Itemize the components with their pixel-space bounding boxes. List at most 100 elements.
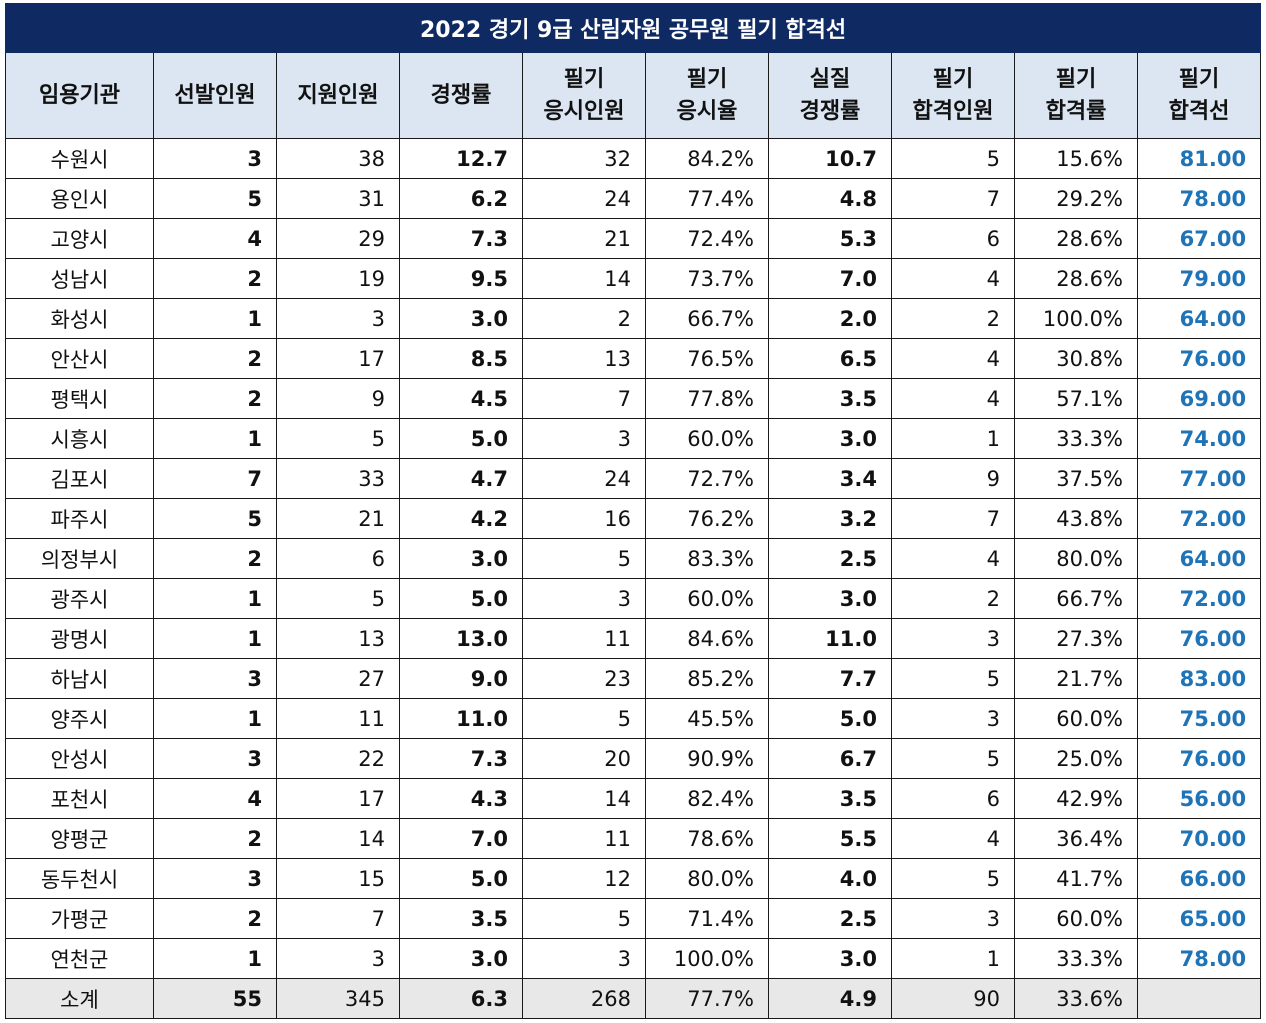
agency-cell: 양주시 <box>5 698 154 739</box>
agency-cell: 수원시 <box>5 138 154 179</box>
agency-cell: 안산시 <box>5 338 154 379</box>
table-title: 2022 경기 9급 산림자원 공무원 필기 합격선 <box>4 3 1262 53</box>
value-cell: 33 <box>276 458 400 499</box>
value-cell: 77.00 <box>1136 458 1262 499</box>
value-cell: 17 <box>276 338 400 379</box>
value-cell: 345 <box>276 978 400 1019</box>
value-cell: 3.0 <box>768 578 892 619</box>
value-cell: 76.00 <box>1136 738 1262 779</box>
value-cell: 83.00 <box>1136 658 1262 699</box>
value-cell: 11.0 <box>768 618 892 659</box>
column-header-line: 선발인원 <box>174 82 256 108</box>
value-cell: 3.5 <box>768 778 892 819</box>
value-cell: 28.6% <box>1014 218 1138 259</box>
agency-cell: 가평군 <box>5 898 154 939</box>
value-cell: 43.8% <box>1014 498 1138 539</box>
value-cell: 72.00 <box>1136 578 1262 619</box>
value-cell: 6.3 <box>399 978 523 1019</box>
value-cell: 60.0% <box>645 578 769 619</box>
agency-cell: 연천군 <box>5 938 154 979</box>
column-header-line: 합격인원 <box>912 98 994 124</box>
value-cell: 37.5% <box>1014 458 1138 499</box>
value-cell: 24 <box>522 458 646 499</box>
value-cell: 77.8% <box>645 378 769 419</box>
value-cell: 2.5 <box>768 898 892 939</box>
value-cell: 22 <box>276 738 400 779</box>
column-header-line: 실질 <box>809 66 851 92</box>
value-cell: 1 <box>153 618 277 659</box>
value-cell: 268 <box>522 978 646 1019</box>
value-cell: 3 <box>522 938 646 979</box>
value-cell: 5.5 <box>768 818 892 859</box>
agency-cell: 포천시 <box>5 778 154 819</box>
value-cell: 4.7 <box>399 458 523 499</box>
value-cell: 2 <box>891 578 1015 619</box>
value-cell: 5 <box>891 658 1015 699</box>
value-cell: 11 <box>276 698 400 739</box>
value-cell: 78.00 <box>1136 178 1262 219</box>
total-row: 소계 55 345 6.3 268 77.7% 4.9 90 33.6% <box>5 978 1262 1019</box>
agency-cell: 소계 <box>5 978 154 1019</box>
value-cell: 3 <box>153 138 277 179</box>
value-cell: 5.0 <box>399 858 523 899</box>
value-cell: 9.5 <box>399 258 523 299</box>
value-cell: 41.7% <box>1014 858 1138 899</box>
value-cell: 69.00 <box>1136 378 1262 419</box>
value-cell: 3.0 <box>399 938 523 979</box>
table-row: 성남시 2 19 9.5 14 73.7% 7.0 4 28.6% 79.00 <box>5 258 1262 299</box>
value-cell: 2 <box>153 538 277 579</box>
value-cell: 65.00 <box>1136 898 1262 939</box>
table-row: 김포시 7 33 4.7 24 72.7% 3.4 9 37.5% 77.00 <box>5 458 1262 499</box>
value-cell: 5.0 <box>399 418 523 459</box>
table-row: 평택시 2 9 4.5 7 77.8% 3.5 4 57.1% 69.00 <box>5 378 1262 419</box>
value-cell: 64.00 <box>1136 298 1262 339</box>
column-header: 지원인원 <box>276 52 400 139</box>
agency-cell: 안성시 <box>5 738 154 779</box>
table-row: 광명시 1 13 13.0 11 84.6% 11.0 3 27.3% 76.00 <box>5 618 1262 659</box>
column-header-line: 경쟁률 <box>430 82 492 108</box>
value-cell: 6 <box>891 218 1015 259</box>
column-header: 필기 응시인원 <box>522 52 646 139</box>
column-header-line: 필기 <box>686 66 728 92</box>
value-cell: 5 <box>522 538 646 579</box>
value-cell: 3.2 <box>768 498 892 539</box>
value-cell: 76.2% <box>645 498 769 539</box>
table-row: 수원시 3 38 12.7 32 84.2% 10.7 5 15.6% 81.00 <box>5 138 1262 179</box>
table-row: 하남시 3 27 9.0 23 85.2% 7.7 5 21.7% 83.00 <box>5 658 1262 699</box>
agency-cell: 김포시 <box>5 458 154 499</box>
value-cell: 16 <box>522 498 646 539</box>
value-cell: 56.00 <box>1136 778 1262 819</box>
table-row: 양평군 2 14 7.0 11 78.6% 5.5 4 36.4% 70.00 <box>5 818 1262 859</box>
value-cell: 21.7% <box>1014 658 1138 699</box>
value-cell: 33.3% <box>1014 418 1138 459</box>
column-header-line: 지원인원 <box>297 82 379 108</box>
value-cell: 11 <box>522 818 646 859</box>
value-cell: 6.7 <box>768 738 892 779</box>
value-cell: 4 <box>891 378 1015 419</box>
table-row: 안성시 3 22 7.3 20 90.9% 6.7 5 25.0% 76.00 <box>5 738 1262 779</box>
value-cell: 3 <box>276 298 400 339</box>
value-cell: 3 <box>153 658 277 699</box>
value-cell: 29 <box>276 218 400 259</box>
value-cell: 14 <box>276 818 400 859</box>
value-cell: 100.0% <box>645 938 769 979</box>
table-row: 파주시 5 21 4.2 16 76.2% 3.2 7 43.8% 72.00 <box>5 498 1262 539</box>
agency-cell: 평택시 <box>5 378 154 419</box>
value-cell: 3.0 <box>768 418 892 459</box>
value-cell: 4 <box>891 818 1015 859</box>
value-cell: 11 <box>522 618 646 659</box>
column-header: 필기 합격인원 <box>891 52 1015 139</box>
value-cell: 2 <box>153 818 277 859</box>
value-cell: 25.0% <box>1014 738 1138 779</box>
agency-cell: 광주시 <box>5 578 154 619</box>
value-cell: 3 <box>522 418 646 459</box>
table-row: 안산시 2 17 8.5 13 76.5% 6.5 4 30.8% 76.00 <box>5 338 1262 379</box>
value-cell: 2.0 <box>768 298 892 339</box>
value-cell: 7.3 <box>399 218 523 259</box>
value-cell: 1 <box>891 418 1015 459</box>
value-cell: 1 <box>153 578 277 619</box>
value-cell: 77.7% <box>645 978 769 1019</box>
value-cell: 15.6% <box>1014 138 1138 179</box>
value-cell: 31 <box>276 178 400 219</box>
agency-cell: 동두천시 <box>5 858 154 899</box>
